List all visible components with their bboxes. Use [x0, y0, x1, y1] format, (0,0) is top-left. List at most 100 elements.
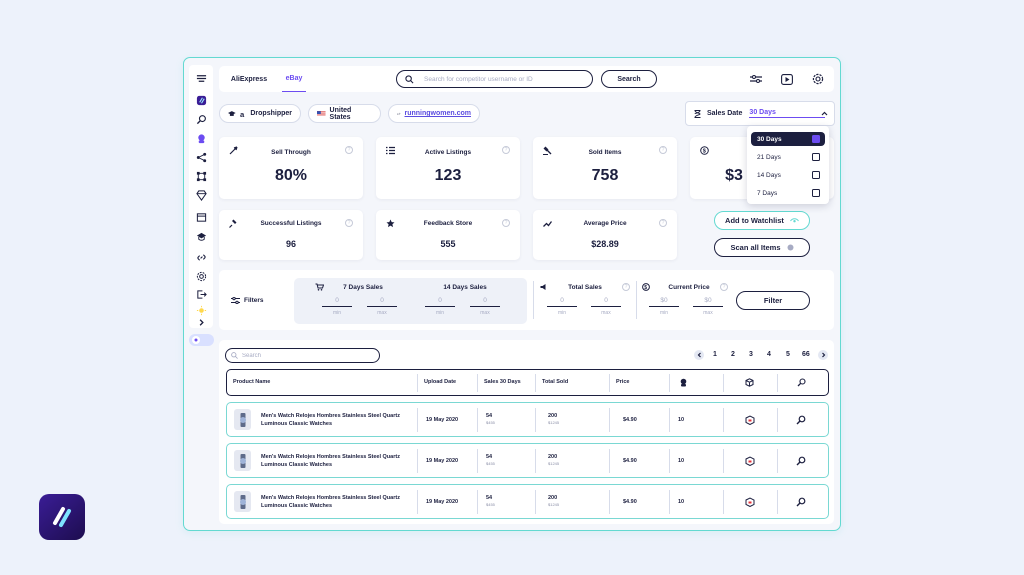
info-icon[interactable]: ? — [622, 283, 630, 291]
info-icon[interactable]: ? — [659, 146, 667, 154]
divider — [723, 408, 724, 432]
filter-total-sales-max[interactable]: 0 — [591, 297, 621, 307]
info-icon[interactable]: ? — [345, 219, 353, 227]
col-sales-30-days[interactable]: Sales 30 Days — [484, 379, 521, 385]
role-pill[interactable]: a Dropshipper — [219, 104, 301, 123]
col-total-sold[interactable]: Total Sold — [542, 379, 569, 385]
analyze-icon[interactable] — [796, 415, 806, 425]
compare-icon[interactable] — [195, 72, 207, 84]
analyze-icon[interactable] — [796, 456, 806, 466]
filter-button[interactable]: Filter — [736, 291, 810, 310]
table-row[interactable]: Men's Watch Relojes Hombres Stainless St… — [226, 402, 829, 437]
settings-gear-icon[interactable] — [811, 72, 825, 86]
store-link[interactable]: runningwomen.com — [404, 110, 472, 117]
filter-14-days-max[interactable]: 0 — [470, 297, 500, 307]
us-flag-icon — [317, 110, 326, 117]
theme-toggle[interactable] — [189, 334, 214, 346]
share-icon[interactable] — [195, 151, 207, 163]
page-4[interactable]: 4 — [767, 351, 771, 358]
competitor-search-field[interactable] — [396, 70, 593, 88]
checkbox-checked-icon[interactable] — [812, 135, 820, 143]
sales-date-value[interactable]: 30 Days — [749, 109, 826, 118]
academy-icon[interactable] — [195, 230, 207, 242]
col-box-icon[interactable] — [745, 370, 754, 394]
filter-price-min[interactable]: $0 — [649, 297, 679, 307]
filter-total-sales-min[interactable]: 0 — [547, 297, 577, 307]
scan-all-items-button[interactable]: Scan all Items — [714, 238, 810, 257]
video-tutorial-icon[interactable] — [780, 72, 794, 86]
info-icon[interactable]: ? — [720, 283, 728, 291]
graduation-cap-icon — [228, 110, 236, 116]
successful-listings-card: Successful Listings ? 96 — [219, 210, 363, 260]
option-21-days[interactable]: 21 Days — [751, 150, 825, 164]
sales-date-select[interactable]: Sales Date 30 Days — [685, 101, 835, 126]
sun-icon[interactable] — [195, 304, 207, 316]
page-2[interactable]: 2 — [731, 351, 735, 358]
product-name[interactable]: Men's Watch Relojes Hombres Stainless St… — [261, 413, 400, 427]
diamond-icon[interactable] — [195, 189, 207, 201]
checkbox-icon[interactable] — [812, 189, 820, 197]
competitor-research-icon[interactable] — [195, 132, 207, 144]
total-sold: 200 $1245 — [548, 454, 560, 466]
settings-icon[interactable] — [195, 270, 207, 282]
info-icon[interactable]: ? — [345, 146, 353, 154]
product-name[interactable]: Men's Watch Relojes Hombres Stainless St… — [261, 454, 400, 468]
tab-aliexpress[interactable]: AliExpress — [230, 75, 268, 83]
app-logo-icon[interactable] — [195, 94, 207, 106]
ebay-box-icon[interactable] — [745, 415, 755, 425]
info-icon[interactable]: ? — [659, 219, 667, 227]
upload-date: 19 May 2020 — [426, 417, 459, 423]
search-button[interactable]: Search — [601, 70, 657, 88]
table-row[interactable]: Men's Watch Relojes Hombres Stainless St… — [226, 443, 829, 478]
analyze-icon[interactable] — [796, 497, 806, 507]
sliders-icon[interactable] — [749, 72, 763, 86]
watchlist-label: Add to Watchlist — [725, 216, 784, 225]
logout-icon[interactable] — [195, 288, 207, 300]
table-search-input[interactable] — [242, 352, 362, 359]
info-icon[interactable]: ? — [502, 219, 510, 227]
network-icon[interactable] — [195, 170, 207, 182]
col-price[interactable]: Price — [616, 379, 630, 385]
megaphone-icon — [540, 284, 546, 290]
ebay-box-icon[interactable] — [745, 497, 755, 507]
divider — [777, 374, 778, 392]
checkbox-icon[interactable] — [812, 171, 820, 179]
filter-price-max[interactable]: $0 — [693, 297, 723, 307]
next-page-button[interactable] — [818, 350, 828, 360]
store-link-pill[interactable]: runningwomen.com — [388, 104, 480, 123]
prev-page-button[interactable] — [694, 350, 704, 360]
col-product-name[interactable]: Product Name — [233, 379, 271, 385]
filter-7-days-max[interactable]: 0 — [367, 297, 397, 307]
tab-ebay[interactable]: eBay — [282, 66, 306, 92]
checkbox-icon[interactable] — [812, 153, 820, 161]
search-product-icon[interactable] — [195, 113, 207, 125]
chevron-up-icon[interactable] — [821, 111, 828, 116]
product-thumbnail — [234, 409, 251, 430]
col-analyze-icon[interactable] — [797, 370, 806, 394]
page-1[interactable]: 1 — [713, 351, 717, 358]
table-search-field[interactable] — [225, 348, 380, 363]
country-pill[interactable]: United States — [308, 104, 381, 123]
col-competitors-icon[interactable] — [679, 370, 688, 394]
competitor-search-input[interactable] — [424, 75, 574, 83]
competitor-count: 10 — [678, 417, 685, 423]
table-row[interactable]: Men's Watch Relojes Hombres Stainless St… — [226, 484, 829, 519]
info-icon[interactable]: ? — [502, 146, 510, 154]
page-3[interactable]: 3 — [749, 351, 753, 358]
stat-label: Active Listings — [424, 149, 472, 156]
option-7-days[interactable]: 7 Days — [751, 186, 825, 200]
add-to-watchlist-button[interactable]: Add to Watchlist — [714, 211, 810, 230]
link-icon[interactable] — [195, 251, 207, 263]
filter-7-days-min[interactable]: 0 — [322, 297, 352, 307]
ebay-box-icon[interactable] — [745, 456, 755, 466]
option-30-days[interactable]: 30 Days — [751, 132, 825, 146]
product-name[interactable]: Men's Watch Relojes Hombres Stainless St… — [261, 495, 400, 509]
sidebar — [189, 65, 213, 328]
page-66[interactable]: 66 — [802, 351, 810, 358]
filter-14-days-min[interactable]: 0 — [425, 297, 455, 307]
page-5[interactable]: 5 — [786, 351, 790, 358]
col-upload-date[interactable]: Upload Date — [424, 379, 457, 385]
expand-sidebar-icon[interactable] — [195, 316, 207, 328]
option-14-days[interactable]: 14 Days — [751, 168, 825, 182]
store-icon[interactable] — [195, 211, 207, 223]
